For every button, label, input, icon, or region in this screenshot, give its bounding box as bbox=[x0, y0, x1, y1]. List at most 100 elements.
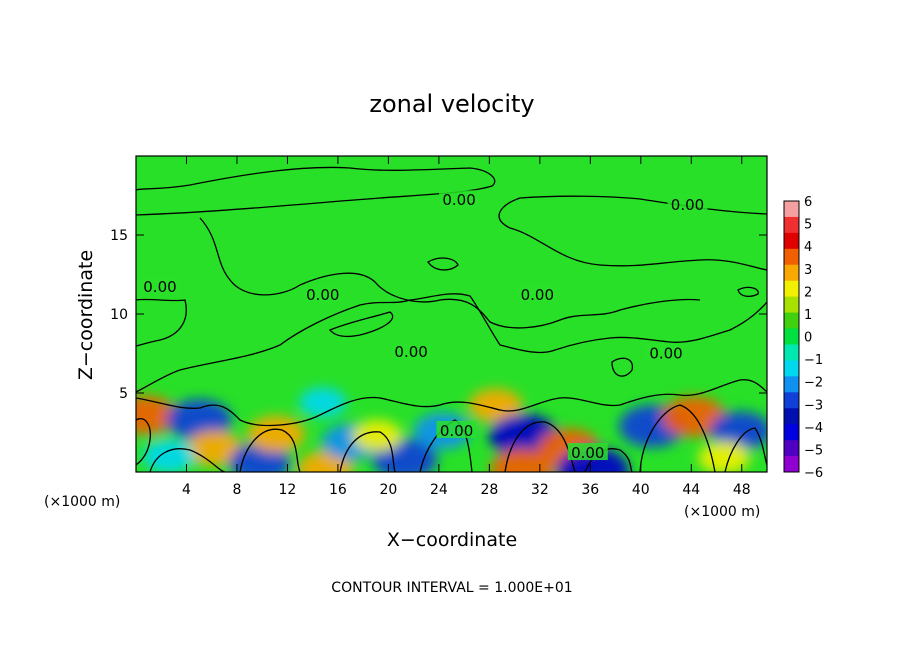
field-anomaly bbox=[468, 388, 523, 423]
colorbar-tick-label: 0 bbox=[804, 331, 812, 346]
contour-line bbox=[339, 431, 396, 472]
contour-line bbox=[427, 257, 459, 271]
contour-label-bg bbox=[439, 190, 480, 208]
contour-line bbox=[611, 357, 634, 377]
colorbar-swatch bbox=[784, 376, 799, 393]
colorbar-tick-label: 5 bbox=[804, 218, 812, 233]
contour-labels: 0.00 0.00 0.00 0.00 0.00 0.00 0.00 0.00 0.00 bbox=[139, 190, 708, 462]
colorbar-tick-label: −6 bbox=[804, 466, 823, 481]
x-unit-label-right: (×1000 m) bbox=[684, 504, 760, 520]
contour-label-bg bbox=[302, 285, 343, 303]
colorbar-swatch bbox=[784, 328, 799, 345]
colorbar-swatch bbox=[784, 201, 799, 218]
x-axis-label: X−coordinate bbox=[387, 529, 517, 551]
contour-line bbox=[419, 419, 473, 472]
contour-label-bg bbox=[667, 194, 708, 212]
field-anomaly bbox=[247, 415, 305, 453]
contour-label-bg bbox=[567, 443, 608, 461]
x-tick-label: 44 bbox=[682, 482, 700, 498]
x-tick-label: 20 bbox=[379, 482, 397, 498]
field-anomaly bbox=[352, 419, 403, 452]
field-anomaly bbox=[299, 387, 347, 418]
contour-line bbox=[239, 428, 301, 472]
field-anomaly bbox=[166, 399, 232, 441]
colorbar-swatch bbox=[784, 424, 799, 441]
x-tick-label: 16 bbox=[329, 482, 347, 498]
colorbar-swatch bbox=[784, 232, 799, 250]
x-tick-label: 32 bbox=[531, 482, 549, 498]
contour-line bbox=[136, 166, 496, 216]
colorbar-tick-label: −3 bbox=[804, 398, 823, 413]
contour-line bbox=[498, 195, 767, 271]
field-anomaly bbox=[698, 441, 750, 472]
field-anomaly bbox=[662, 396, 726, 438]
colorbar-tick-label: −4 bbox=[804, 421, 823, 436]
contour-line bbox=[136, 293, 767, 393]
x-tick-label: 4 bbox=[182, 482, 191, 498]
colorbar-swatch bbox=[784, 296, 799, 314]
contour-line bbox=[136, 418, 151, 466]
field-anomaly bbox=[136, 395, 177, 435]
contour-label-bg bbox=[436, 420, 477, 438]
field-anomaly bbox=[186, 430, 243, 467]
colorbar-tick-label: −1 bbox=[804, 353, 823, 368]
contour-label: 0.00 bbox=[394, 343, 427, 361]
contour-line bbox=[737, 286, 759, 297]
y-tick-label: 5 bbox=[119, 386, 128, 402]
contour-line bbox=[136, 298, 187, 347]
x-unit-label-left: (×1000 m) bbox=[44, 494, 120, 510]
contour-line bbox=[199, 217, 701, 329]
contour-label: 0.00 bbox=[143, 278, 176, 296]
contour-label: 0.00 bbox=[571, 444, 604, 462]
contour-label-bg bbox=[517, 285, 558, 303]
contour-label-bg bbox=[139, 277, 180, 295]
colorbar-tick-label: 4 bbox=[804, 240, 812, 255]
field-anomaly bbox=[709, 411, 767, 451]
colorbar-tick-label: −2 bbox=[804, 376, 823, 391]
contour-label: 0.00 bbox=[671, 196, 704, 214]
contour-label-bg bbox=[646, 343, 687, 361]
colorbar-swatch bbox=[784, 264, 799, 282]
contour-interval-footer: CONTOUR INTERVAL = 1.000E+01 bbox=[331, 580, 572, 596]
x-tick-label: 36 bbox=[581, 482, 599, 498]
contour-label: 0.00 bbox=[440, 422, 473, 440]
y-axis-ticks: 5 10 15 bbox=[110, 228, 767, 402]
contour-line bbox=[136, 379, 767, 427]
contour-label: 0.00 bbox=[521, 286, 554, 304]
contour-line bbox=[639, 404, 716, 472]
contour-line bbox=[724, 427, 767, 472]
contour-line bbox=[328, 311, 394, 337]
x-tick-label: 8 bbox=[232, 482, 241, 498]
y-tick-label: 10 bbox=[110, 307, 128, 323]
contour-label: 0.00 bbox=[442, 191, 475, 209]
colorbar-tick-label: −5 bbox=[804, 443, 823, 458]
contour-label-bg bbox=[391, 341, 432, 359]
colorbar-tick-label: 1 bbox=[804, 308, 812, 323]
colorbar-swatch bbox=[784, 408, 799, 425]
x-axis-ticks: 4 8 12 16 20 24 28 32 36 40 44 48 bbox=[182, 156, 751, 498]
colorbar: 6 5 4 3 2 1 0 −1 −2 −3 −4 −5 −6 bbox=[783, 195, 823, 481]
contour-line bbox=[149, 448, 226, 472]
colorbar-swatch bbox=[784, 456, 799, 473]
colorbar-swatch bbox=[784, 312, 799, 330]
contour-label: 0.00 bbox=[649, 345, 682, 363]
y-axis-label: Z−coordinate bbox=[75, 250, 97, 380]
x-tick-label: 12 bbox=[279, 482, 297, 498]
colorbar-swatch bbox=[784, 360, 799, 377]
colorbar-swatch bbox=[784, 280, 799, 298]
colorbar-swatch bbox=[784, 248, 799, 266]
contour-label: 0.00 bbox=[306, 286, 339, 304]
colorbar-tick-label: 2 bbox=[804, 285, 812, 300]
chart-title: zonal velocity bbox=[369, 90, 534, 118]
colorbar-tick-label: 6 bbox=[804, 195, 812, 210]
colorbar-swatch bbox=[784, 440, 799, 457]
y-tick-label: 15 bbox=[110, 228, 128, 244]
colorbar-tick-label: 3 bbox=[804, 263, 812, 278]
x-tick-label: 24 bbox=[430, 482, 448, 498]
x-tick-label: 28 bbox=[480, 482, 498, 498]
x-tick-label: 48 bbox=[733, 482, 751, 498]
colorbar-swatch bbox=[784, 216, 799, 234]
colorbar-frame bbox=[783, 200, 800, 473]
colorbar-swatch bbox=[784, 344, 799, 361]
